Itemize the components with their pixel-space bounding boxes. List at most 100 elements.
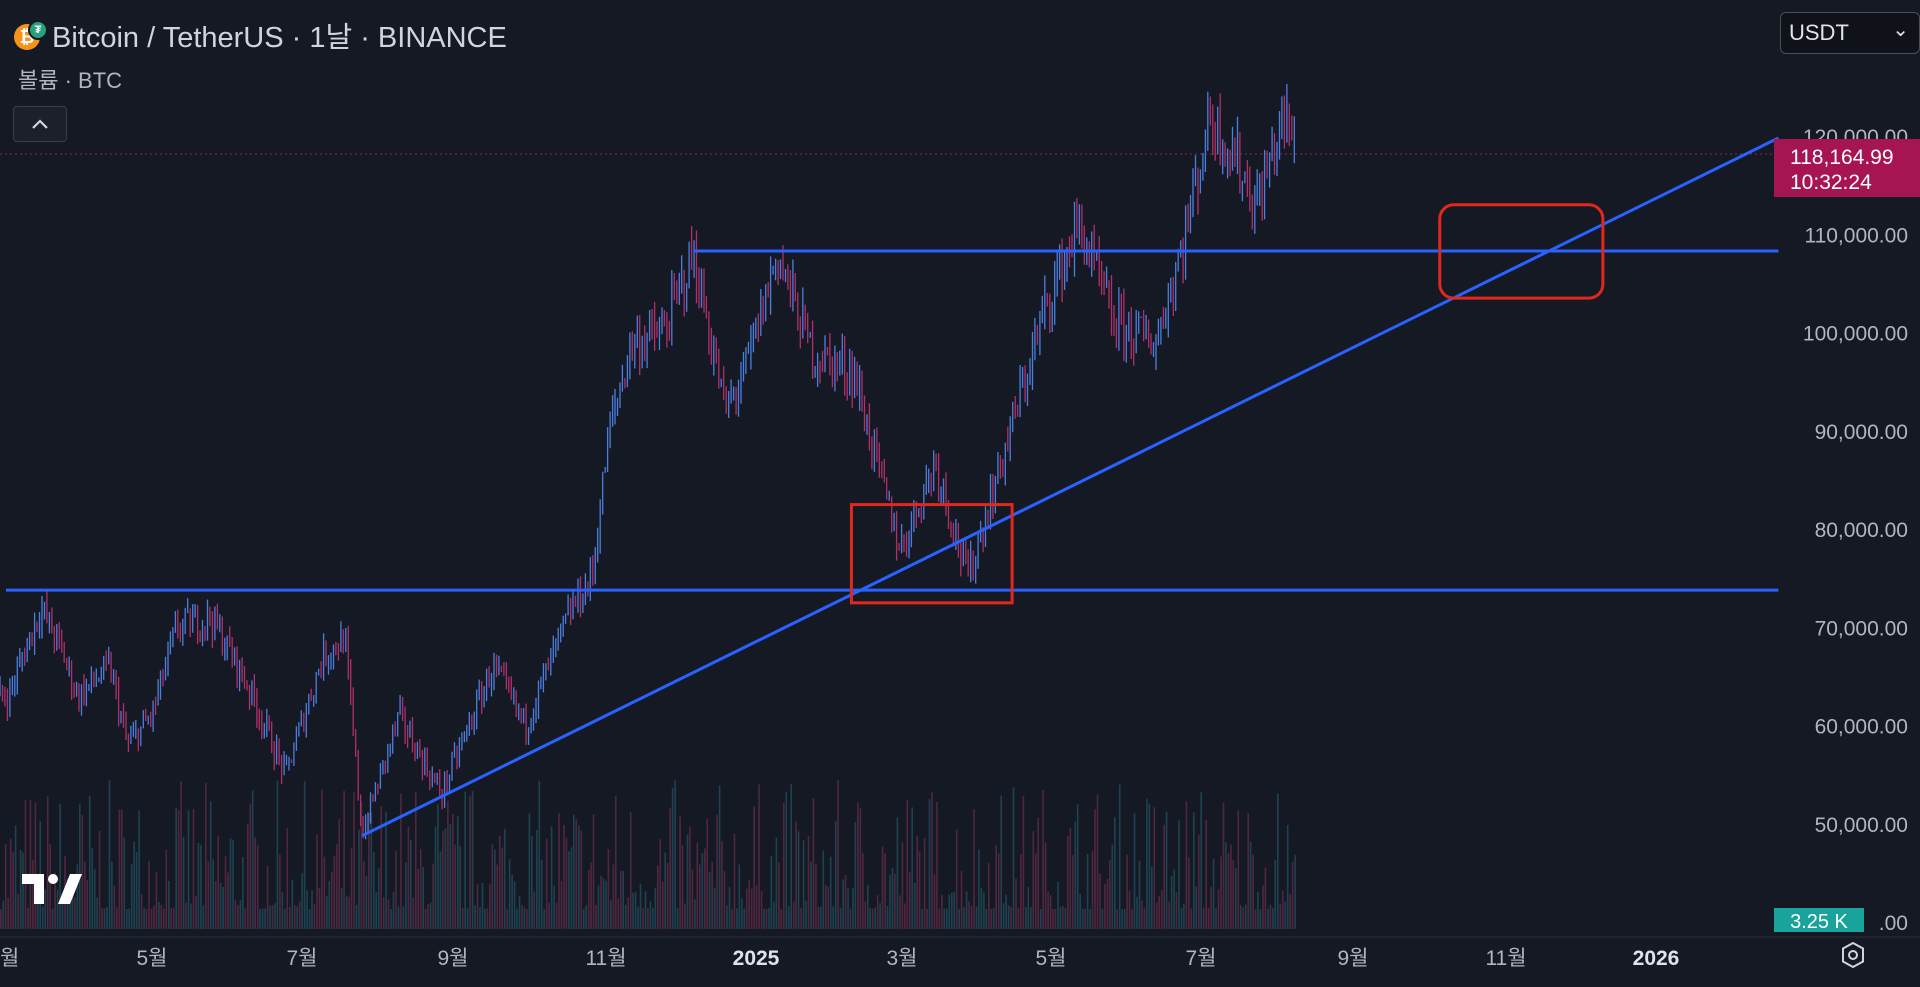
volume-bar <box>96 897 98 929</box>
volume-bar <box>610 900 612 929</box>
volume-bar <box>684 903 686 929</box>
symbol-title[interactable]: Bitcoin / TetherUS · 1날 · BINANCE <box>52 22 507 54</box>
volume-bar <box>9 838 12 929</box>
volume-bar <box>108 780 111 929</box>
volume-bar <box>69 891 71 929</box>
volume-bar <box>2 900 5 929</box>
volume-bar <box>1269 904 1272 929</box>
volume-bar <box>1173 869 1175 929</box>
volume-bar <box>76 864 79 929</box>
volume-bar <box>1027 886 1030 929</box>
volume-bar <box>595 904 597 929</box>
volume-bar <box>17 894 19 929</box>
volume-bar <box>293 904 296 929</box>
volume-bar <box>592 814 595 929</box>
volume-bar <box>447 800 449 929</box>
volume-bar <box>46 796 49 929</box>
volume-bar <box>938 908 941 929</box>
volume-bar <box>1153 807 1156 929</box>
volume-indicator-label[interactable]: 볼륨 · BTC <box>18 68 123 93</box>
volume-bar <box>1136 896 1138 929</box>
volume-bar <box>1168 901 1170 929</box>
volume-bar <box>723 871 726 929</box>
volume-bar <box>306 890 308 929</box>
volume-bar <box>518 895 521 929</box>
volume-bar <box>652 907 654 929</box>
volume-bar <box>457 816 459 929</box>
volume-bar <box>825 885 827 929</box>
volume-bar <box>666 862 669 929</box>
volume-bar <box>607 849 610 929</box>
volume-bar <box>237 905 239 929</box>
volume-bar <box>540 859 543 929</box>
volume-bar <box>632 892 634 929</box>
volume-bar <box>874 907 876 929</box>
volume-bar <box>844 875 847 929</box>
volume-bar <box>580 830 583 929</box>
volume-bar <box>553 885 555 929</box>
volume-bar <box>1185 801 1188 929</box>
symbol-header[interactable]: ₿ ₮ Bitcoin / TetherUS · 1날 · BINANCE <box>14 14 507 56</box>
volume-bar <box>444 828 447 929</box>
volume-bar <box>832 906 834 929</box>
volume-bar <box>1096 794 1099 929</box>
volume-bar <box>533 891 536 929</box>
volume-bar <box>536 830 538 929</box>
currency-select[interactable]: USDT ⌄ <box>1780 12 1920 54</box>
volume-bar <box>787 906 790 929</box>
volume-bar <box>37 894 39 929</box>
volume-bar <box>138 810 140 929</box>
tradingview-logo-icon[interactable] <box>22 874 82 909</box>
volume-bar <box>649 901 652 929</box>
volume-bar <box>121 809 123 929</box>
volume-bar <box>802 840 805 929</box>
volume-bar <box>948 894 951 929</box>
volume-bar <box>582 908 585 929</box>
volume-bar <box>597 885 600 929</box>
volume-bar <box>301 873 303 929</box>
collapse-button[interactable] <box>13 106 67 142</box>
volume-bar <box>513 881 516 929</box>
volume-bar <box>511 874 513 929</box>
volume-bar <box>750 888 753 929</box>
volume-bar <box>1143 908 1146 929</box>
volume-bar <box>983 892 985 929</box>
volume-tag-value: 3.25 K <box>1790 911 1848 933</box>
volume-bar <box>810 861 812 929</box>
volume-bar <box>968 901 970 929</box>
volume-bar <box>195 896 197 929</box>
volume-bar <box>827 886 830 929</box>
volume-bar <box>227 872 229 929</box>
volume-bar <box>291 879 294 929</box>
volume-bar <box>691 869 694 929</box>
volume-bar <box>1086 854 1089 929</box>
volume-bar <box>123 837 126 929</box>
volume-bar <box>1057 881 1059 929</box>
volume-bar <box>849 908 852 929</box>
volume-bar <box>951 892 953 929</box>
volume-bar <box>570 847 573 929</box>
volume-bar <box>1207 907 1210 929</box>
volume-bar <box>111 861 113 929</box>
volume-bar <box>1170 875 1173 929</box>
volume-bar <box>573 814 575 929</box>
volume-bar <box>1180 907 1183 929</box>
y-axis-label: 100,000.00 <box>1803 323 1908 346</box>
volume-bar <box>696 843 699 929</box>
volume-bar <box>1212 858 1215 929</box>
volume-bar <box>523 907 526 929</box>
volume-bar <box>548 902 550 929</box>
volume-bar <box>491 844 494 929</box>
volume-bar <box>864 901 867 929</box>
volume-bar <box>545 838 548 929</box>
volume-bar <box>1200 792 1202 929</box>
volume-bar <box>1052 909 1054 929</box>
volume-bar <box>397 906 400 929</box>
volume-bar <box>978 849 980 929</box>
volume-bar <box>694 899 696 929</box>
settings-icon[interactable] <box>1838 940 1868 975</box>
volume-bar <box>481 883 484 929</box>
volume-bar <box>1005 894 1007 929</box>
